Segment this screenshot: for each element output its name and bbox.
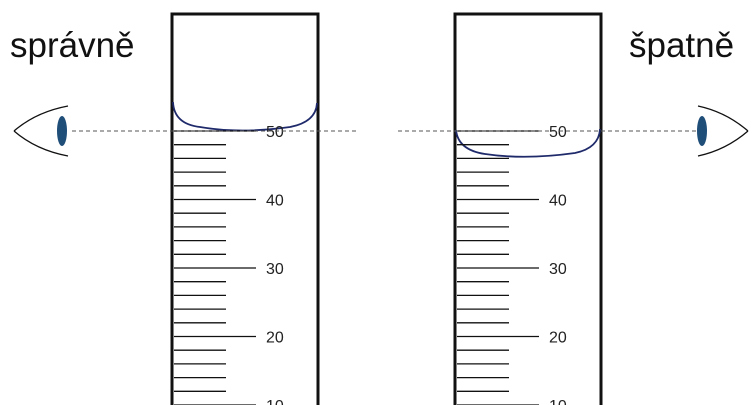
left-cylinder-wall bbox=[170, 12, 320, 405]
right-tick-label: 20 bbox=[549, 330, 567, 347]
label-wrong: špatně bbox=[629, 26, 735, 65]
left-tick-label: 10 bbox=[266, 398, 284, 405]
right-tick-label: 30 bbox=[549, 261, 567, 278]
left-cylinder: 50 40 30 20 10 bbox=[13, 12, 358, 405]
left-tick-label: 30 bbox=[266, 261, 284, 278]
left-scale: 50 40 30 20 10 bbox=[174, 124, 284, 405]
right-tick-label: 40 bbox=[549, 193, 567, 210]
left-tick-label: 20 bbox=[266, 330, 284, 347]
right-tick-label: 50 bbox=[549, 124, 567, 141]
right-cylinder-wall bbox=[453, 12, 603, 405]
right-tick-label: 10 bbox=[549, 398, 567, 405]
left-tick-label: 50 bbox=[266, 124, 284, 141]
right-scale: 50 40 30 20 10 bbox=[457, 124, 567, 405]
left-eye-icon bbox=[13, 105, 69, 157]
left-tick-label: 40 bbox=[266, 193, 284, 210]
right-meniscus bbox=[455, 128, 601, 158]
left-meniscus bbox=[172, 101, 318, 132]
label-correct: správně bbox=[10, 26, 135, 65]
right-cylinder: 50 40 30 20 10 bbox=[398, 12, 749, 405]
right-eye-icon bbox=[697, 105, 749, 157]
